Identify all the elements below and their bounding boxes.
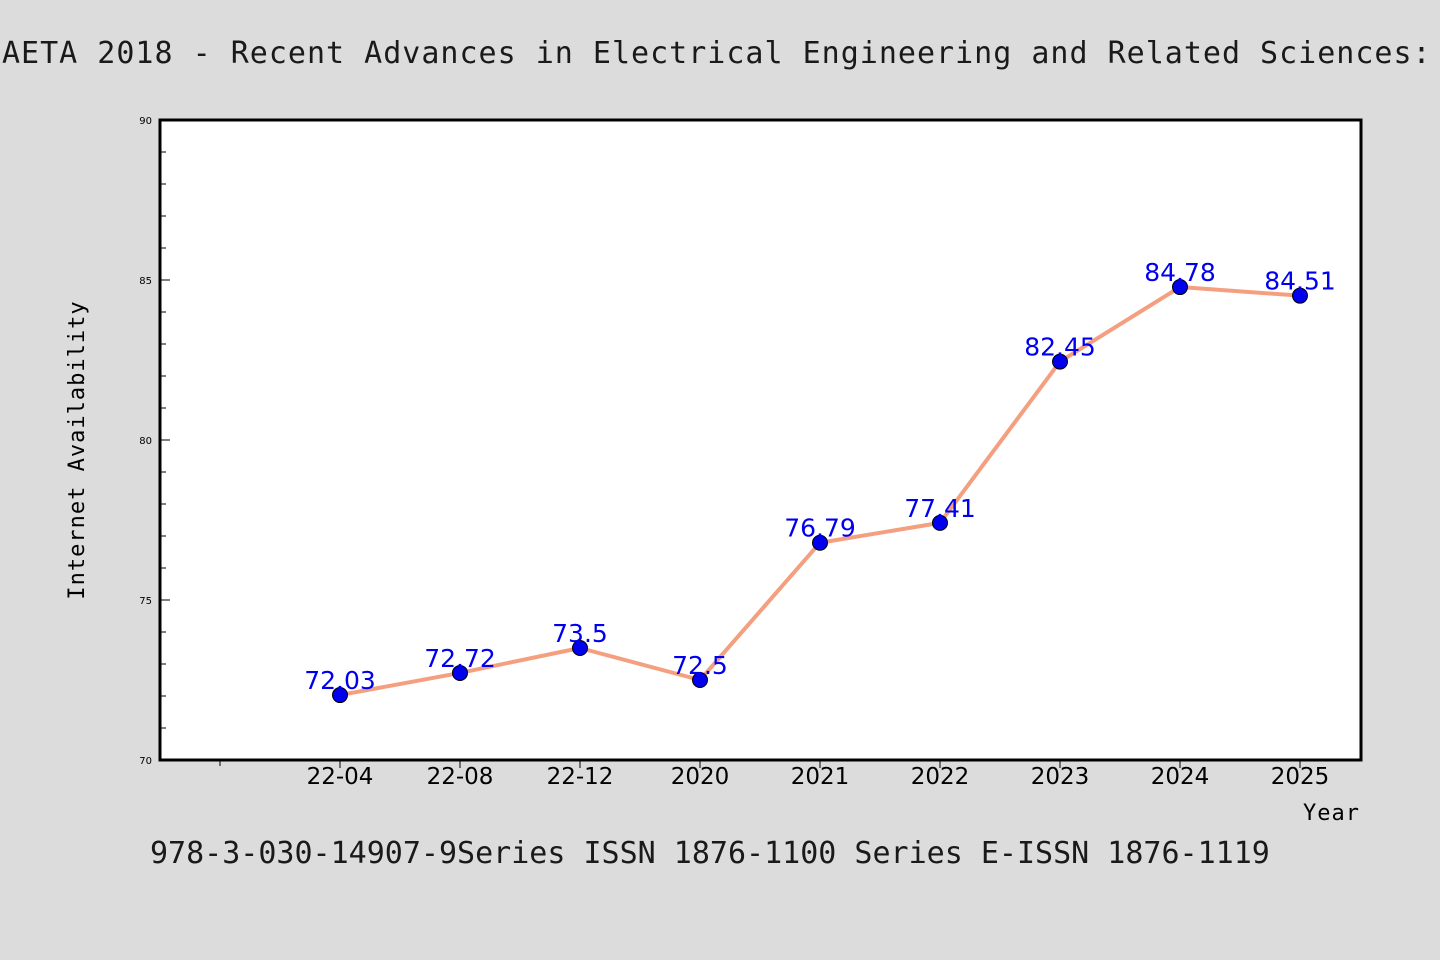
y-axis-label: Internet Availability <box>65 300 90 599</box>
x-axis: 22-04 22-08 22-12 2020 2021 2022 2023 2024 2025 <box>219 760 1330 790</box>
x-tick-label: 22-12 <box>547 764 614 790</box>
x-tick-label: 2020 <box>671 764 730 790</box>
plot-area <box>158 118 1363 762</box>
data-label: 84.78 <box>1144 258 1216 287</box>
data-label: 77.41 <box>904 494 976 523</box>
data-label: 84.51 <box>1264 267 1336 296</box>
chart-title: AETA 2018 - Recent Advances in Electrica… <box>2 36 1440 71</box>
x-tick-label: 2021 <box>791 764 850 790</box>
y-tick-label: 70 <box>139 756 152 767</box>
x-tick-label: 2023 <box>1031 764 1090 790</box>
y-axis: 70 75 80 85 90 <box>139 116 170 767</box>
series-layer <box>332 279 1308 704</box>
x-tick-label: 2025 <box>1271 764 1330 790</box>
y-tick-label: 90 <box>139 116 152 127</box>
y-tick-label: 85 <box>139 276 152 287</box>
data-label: 72.72 <box>424 644 496 673</box>
data-labels: 72.03 72.72 73.5 72.5 76.79 77.41 82.45 84.78 84… <box>304 258 1336 695</box>
x-axis-label: Year <box>1303 801 1360 826</box>
data-point <box>1052 353 1068 370</box>
x-tick-label: 22-04 <box>307 764 374 790</box>
x-tick-label: 22-08 <box>427 764 494 790</box>
x-tick-label: 2022 <box>911 764 970 790</box>
data-label: 82.45 <box>1024 333 1096 362</box>
data-label: 76.79 <box>784 514 856 543</box>
data-point <box>452 664 468 681</box>
data-point <box>332 687 348 704</box>
data-point <box>692 672 708 688</box>
x-tick-label: 2024 <box>1151 764 1210 790</box>
data-point <box>932 514 948 531</box>
y-tick-label: 80 <box>139 436 152 447</box>
data-label: 72.5 <box>672 651 728 680</box>
data-point <box>572 640 588 656</box>
data-label: 72.03 <box>304 666 376 695</box>
data-point <box>1172 279 1188 296</box>
data-point <box>812 534 828 551</box>
footer-isbn-text: 978-3-030-14907-9Series ISSN 1876-1100 S… <box>150 836 1270 871</box>
data-label: 73.5 <box>552 619 608 648</box>
data-point <box>1292 287 1308 304</box>
y-tick-label: 75 <box>139 596 152 607</box>
